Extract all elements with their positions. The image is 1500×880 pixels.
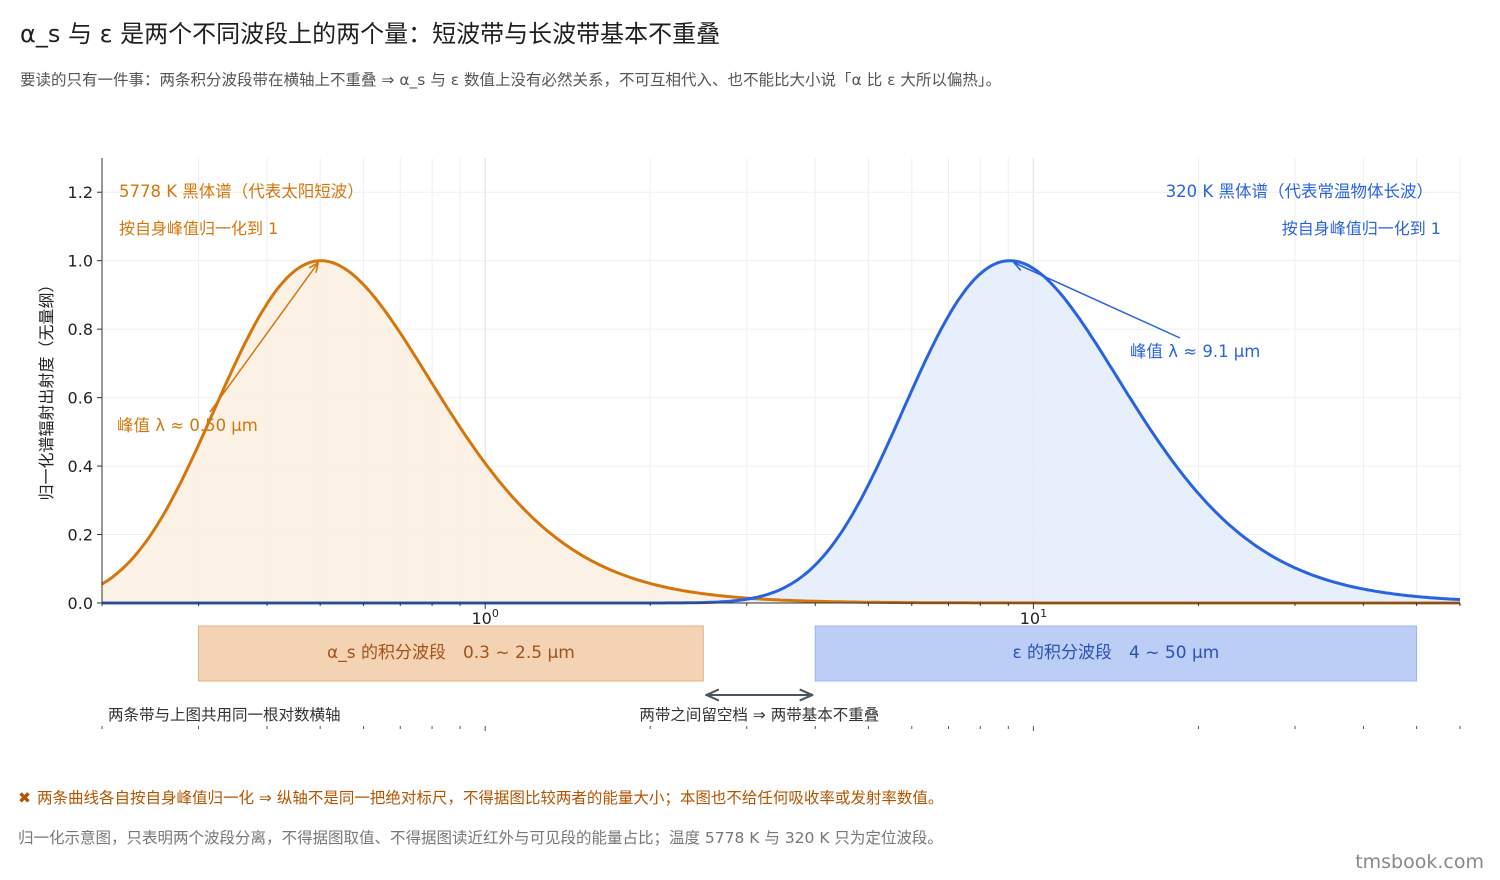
disclaimer-note: 归一化示意图，只表明两个波段分离，不得据图取值、不得据图读近红外与可见段的能量占…: [18, 829, 943, 847]
brand-watermark: tmsbook.com: [1355, 851, 1484, 873]
series-1-peak-arrow: [209, 263, 318, 413]
warning-text: 两条曲线各自按自身峰值归一化 ⇒ 纵轴不是同一把绝对标尺，不得据图比较两者的能量…: [37, 789, 944, 807]
page-title: α_s 与 ε 是两个不同波段上的两个量：短波带与长波带基本不重叠: [20, 20, 721, 48]
y-tick-label: 0.2: [68, 526, 93, 545]
y-tick-label: 0.8: [68, 320, 93, 339]
band-2-label: ε 的积分波段 4 ~ 50 μm: [1012, 643, 1219, 663]
series-2-peak-arrow: [1014, 263, 1181, 339]
shared-axis-label: 两条带与上图共用同一根对数横轴: [108, 706, 341, 724]
page-subtitle: 要读的只有一件事：两条积分波段带在横轴上不重叠 ⇒ α_s 与 ε 数值上没有必…: [20, 71, 1002, 89]
spectrum-chart: 0.0 0.2 0.4 0.6 0.8 1.0 1.2 100 101 归一化谱辐射出射度（无量纲…: [37, 158, 1461, 731]
series-2-area: [102, 260, 1460, 603]
series-1-note: 按自身峰值归一化到 1: [119, 219, 278, 238]
y-tick-label: 0.0: [68, 594, 93, 613]
x-tick-label: 101: [1020, 607, 1047, 628]
x-tick-label: 100: [472, 607, 499, 628]
gap-label: 两带之间留空档 ⇒ 两带基本不重叠: [639, 706, 879, 724]
series-1-peak-label: 峰值 λ ≈ 0.50 μm: [117, 416, 258, 435]
band-1-label: α_s 的积分波段 0.3 ~ 2.5 μm: [327, 643, 575, 663]
warning-note: ✖ 两条曲线各自按自身峰值归一化 ⇒ 纵轴不是同一把绝对标尺，不得据图比较两者的能…: [18, 786, 943, 808]
warning-x-icon: ✖: [18, 789, 31, 807]
y-tick-label: 0.6: [68, 389, 93, 408]
series-1-name: 5778 K 黑体谱（代表太阳短波）: [119, 182, 364, 201]
series-2-note: 按自身峰值归一化到 1: [1282, 219, 1441, 238]
series-2-peak-label: 峰值 λ ≈ 9.1 μm: [1130, 342, 1260, 361]
series-1-area: [102, 260, 1460, 603]
band-1-rect: [198, 625, 704, 682]
series-2-name: 320 K 黑体谱（代表常温物体长波）: [1166, 182, 1433, 201]
band-strip: α_s 的积分波段 0.3 ~ 2.5 μm ε 的积分波段 4 ~ 50 μm: [198, 625, 1418, 682]
y-tick-label: 1.2: [68, 183, 93, 202]
band-2-rect: [814, 625, 1418, 682]
y-tick-label: 0.4: [68, 457, 93, 476]
y-tick-label: 1.0: [68, 252, 93, 271]
y-axis-label: 归一化谱辐射出射度（无量纲）: [37, 276, 56, 500]
